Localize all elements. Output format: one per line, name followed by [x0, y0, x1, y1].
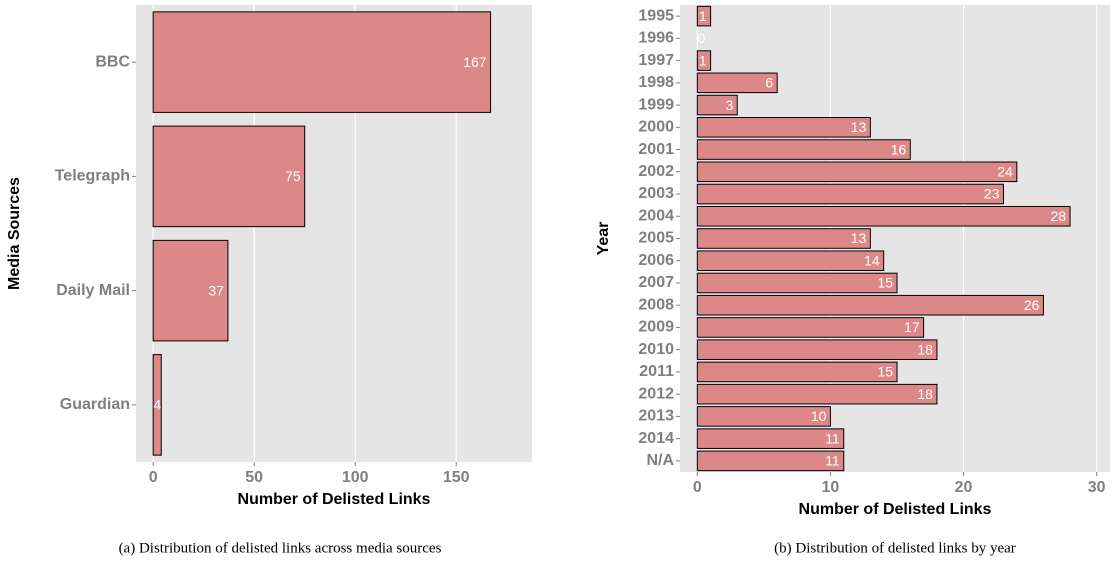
y-tick-label: Telegraph [55, 168, 130, 185]
x-axis-title: Number of Delisted Links [238, 491, 431, 508]
bar [696, 383, 938, 405]
bar [696, 250, 885, 272]
bar [152, 125, 306, 228]
value-label: 26 [1024, 297, 1040, 313]
caption: (b) Distribution of delisted links by ye… [774, 540, 1016, 556]
bar [696, 294, 1044, 316]
value-label: 75 [285, 168, 301, 184]
y-tick-label: 2011 [639, 363, 674, 380]
x-tick-label: 0 [149, 469, 158, 486]
y-tick-label: 2010 [638, 341, 674, 358]
caption: (a) Distribution of delisted links acros… [119, 540, 442, 556]
y-axis-title: Media Sources [6, 177, 23, 290]
bar [696, 161, 1018, 183]
value-label: 1 [699, 8, 707, 24]
bar [696, 428, 845, 449]
value-label: 23 [984, 186, 1000, 202]
bar [696, 272, 898, 294]
y-tick-label: N/A [646, 452, 674, 469]
bar [696, 5, 712, 27]
value-label: 14 [864, 252, 880, 268]
bar [696, 228, 871, 249]
x-tick-label: 50 [245, 469, 263, 486]
y-tick-label: 1996 [638, 30, 674, 47]
value-label: 17 [904, 319, 920, 335]
y-axis-title: Year [595, 222, 612, 256]
y-tick-label: 2014 [638, 430, 674, 447]
bar [696, 339, 938, 360]
y-tick-label: 2001 [638, 141, 674, 158]
bar [696, 139, 911, 160]
value-label: 167 [463, 54, 487, 70]
bar [696, 183, 1004, 205]
bar [696, 450, 845, 472]
y-tick-label: Guardian [60, 396, 130, 413]
value-label: 4 [153, 397, 161, 413]
y-tick-label: 1998 [638, 74, 674, 91]
bar [152, 11, 492, 113]
x-tick-label: 30 [1088, 479, 1106, 496]
y-tick-label: 1999 [638, 96, 674, 113]
bar [696, 406, 831, 427]
value-label: 18 [917, 386, 933, 402]
value-label: 15 [877, 364, 893, 380]
x-tick-label: 150 [443, 469, 470, 486]
value-label: 11 [825, 430, 840, 446]
value-label: 13 [851, 230, 867, 246]
value-label: 16 [891, 141, 907, 157]
x-tick-label: 100 [342, 469, 369, 486]
value-label: 15 [877, 275, 893, 291]
value-label: 13 [851, 119, 867, 135]
value-label: 3 [725, 97, 733, 113]
value-label: 28 [1050, 208, 1066, 224]
bar [696, 50, 712, 71]
bar [696, 317, 925, 338]
y-tick-label: 2007 [638, 274, 674, 291]
y-tick-label: 2013 [638, 408, 674, 425]
value-label: 0 [698, 30, 706, 46]
bar [696, 117, 871, 138]
value-label: 6 [765, 75, 773, 91]
y-tick-label: BBC [95, 53, 130, 70]
y-tick-label: Daily Mail [56, 282, 130, 299]
x-tick-label: 20 [955, 479, 973, 496]
bar [696, 205, 1071, 227]
value-label: 18 [917, 341, 933, 357]
bar [696, 72, 778, 94]
y-tick-label: 2004 [638, 207, 674, 224]
x-tick-label: 0 [693, 479, 702, 496]
y-tick-label: 2000 [638, 119, 674, 136]
y-tick-label: 2006 [638, 252, 674, 269]
value-label: 10 [811, 408, 827, 424]
y-tick-label: 2005 [638, 230, 674, 247]
value-label: 24 [997, 163, 1013, 179]
bar [152, 354, 162, 456]
value-label: 1 [699, 52, 707, 68]
bar [696, 94, 738, 116]
y-tick-label: 2008 [638, 296, 674, 313]
bar [152, 239, 229, 342]
y-tick-label: 2002 [638, 163, 674, 180]
y-tick-label: 1995 [638, 7, 674, 24]
y-tick-label: 2012 [638, 385, 674, 402]
y-tick-label: 2009 [638, 319, 674, 336]
y-tick-label: 1997 [638, 52, 674, 69]
value-label: 11 [825, 453, 840, 469]
x-axis-title: Number of Delisted Links [799, 501, 992, 518]
x-tick-label: 10 [822, 479, 840, 496]
y-tick-label: 2003 [638, 185, 674, 202]
value-label: 37 [208, 282, 224, 298]
bar [696, 361, 898, 383]
